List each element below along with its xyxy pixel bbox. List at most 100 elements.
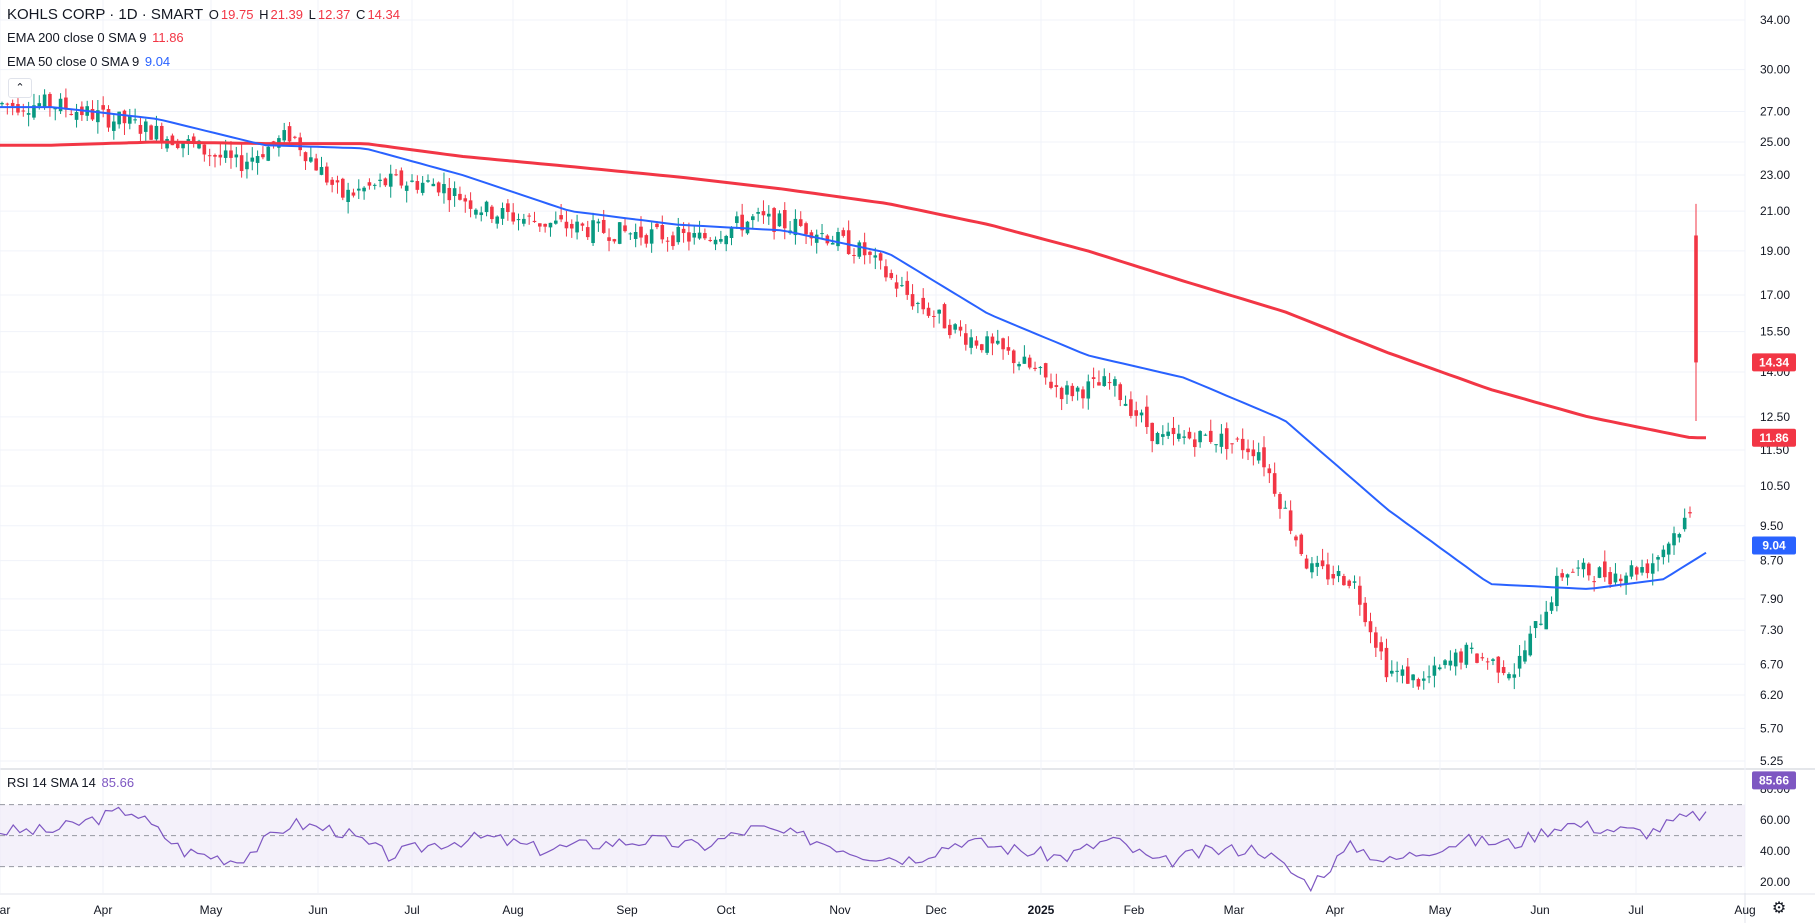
- candle-body: [394, 174, 398, 176]
- candle-body: [671, 235, 675, 247]
- candle-body: [1507, 674, 1511, 679]
- candle-body: [585, 227, 590, 238]
- candle-body: [878, 253, 883, 261]
- candle-body: [1650, 563, 1655, 574]
- time-tick-label: Jun: [308, 903, 327, 917]
- candle-body: [1278, 494, 1282, 509]
- candle-body: [1097, 382, 1101, 386]
- candle-body: [149, 125, 153, 140]
- price-label-badge: [1752, 428, 1796, 447]
- candle-body: [1390, 670, 1394, 674]
- candle-body: [442, 184, 446, 194]
- candle-body: [1134, 410, 1139, 416]
- candle-body: [596, 221, 601, 224]
- candle-body: [697, 232, 702, 239]
- candle-body: [1102, 376, 1107, 386]
- candle-body: [628, 233, 633, 235]
- candle-body: [1320, 560, 1325, 567]
- time-tick-label: Mar: [0, 903, 10, 917]
- candle-body: [1368, 621, 1373, 633]
- open-label: O: [208, 7, 219, 22]
- moving-average-layer: [0, 106, 1707, 590]
- candle-body: [26, 113, 31, 115]
- price-label-badge: [1752, 353, 1796, 372]
- candle-body: [64, 97, 68, 110]
- candle-body: [261, 154, 265, 158]
- candle-body: [1432, 665, 1437, 676]
- candle-body: [1427, 676, 1431, 678]
- candle-body: [1038, 367, 1043, 369]
- low-label: L: [308, 7, 316, 22]
- rsi-legend[interactable]: RSI 14 SMA 14 85.66: [7, 775, 136, 790]
- time-tick-label: Aug: [1734, 903, 1755, 917]
- candle-body: [681, 228, 686, 234]
- candle-body: [655, 223, 659, 228]
- candle-body: [191, 136, 196, 144]
- candle-body: [1661, 549, 1666, 558]
- candle-body: [777, 213, 782, 227]
- candle-body: [580, 223, 585, 226]
- candle-body: [106, 109, 111, 128]
- candle-body: [388, 173, 393, 187]
- rsi-line-layer: [0, 806, 1707, 893]
- price-label-text: 9.04: [1762, 538, 1786, 552]
- candle-body: [543, 223, 547, 227]
- candle-body: [415, 181, 420, 190]
- candle-body: [1070, 385, 1075, 397]
- candle-body: [1065, 385, 1069, 395]
- candle-body: [1469, 647, 1474, 649]
- candle-body: [1459, 651, 1463, 663]
- candle-body: [463, 198, 468, 202]
- candle-body: [1166, 431, 1170, 436]
- candle-body: [926, 307, 931, 316]
- candle-body: [340, 178, 345, 198]
- candle-body: [1107, 382, 1112, 384]
- price-tick-label: 19.00: [1760, 244, 1790, 258]
- candle-body: [1203, 434, 1208, 436]
- candle-body: [431, 183, 436, 187]
- candle-body: [37, 103, 42, 107]
- candle-body: [846, 230, 851, 255]
- candle-body: [857, 242, 862, 257]
- candle-body: [218, 154, 223, 158]
- time-tick-label: May: [200, 903, 223, 917]
- candle-body: [1150, 422, 1154, 442]
- candle-body: [1656, 557, 1660, 560]
- candle-body: [1581, 562, 1586, 570]
- candle-body: [873, 255, 878, 258]
- candle-body: [995, 340, 1000, 344]
- low-value: 12.37: [317, 7, 351, 22]
- candle-body: [1688, 512, 1692, 514]
- gear-icon[interactable]: ⚙: [1771, 900, 1787, 917]
- ema200-legend[interactable]: EMA 200 close 0 SMA 9 11.86: [7, 30, 186, 45]
- candle-body: [1592, 581, 1596, 583]
- candle-body: [468, 200, 473, 209]
- candle-body: [644, 235, 649, 244]
- candle-body: [1528, 633, 1533, 656]
- candle-body: [612, 239, 617, 242]
- candle-body: [138, 124, 143, 134]
- rsi-value: 85.66: [101, 775, 135, 790]
- ema50-legend[interactable]: EMA 50 close 0 SMA 9 9.04: [7, 54, 172, 69]
- rsi-value-badge-text: 85.66: [1759, 773, 1789, 787]
- candle-body: [367, 182, 372, 186]
- candle-body: [303, 152, 308, 162]
- candle-body: [782, 210, 787, 229]
- candle-body: [1352, 581, 1357, 583]
- candle-body: [1608, 572, 1612, 585]
- price-tick-label: 25.00: [1760, 135, 1790, 149]
- symbol-title[interactable]: KOHLS CORP · 1D · SMART: [7, 6, 204, 23]
- candle-body: [1214, 444, 1218, 446]
- candle-body: [692, 233, 697, 238]
- candle-body: [1437, 667, 1442, 670]
- candle-body: [1496, 656, 1501, 673]
- candle-body: [207, 155, 212, 157]
- chevron-up-icon[interactable]: ⌃: [8, 78, 32, 98]
- candle-body: [772, 208, 776, 232]
- candle-body: [1549, 602, 1554, 611]
- candle-body: [830, 242, 835, 245]
- candle-body: [1560, 573, 1565, 578]
- candle-body: [479, 212, 484, 216]
